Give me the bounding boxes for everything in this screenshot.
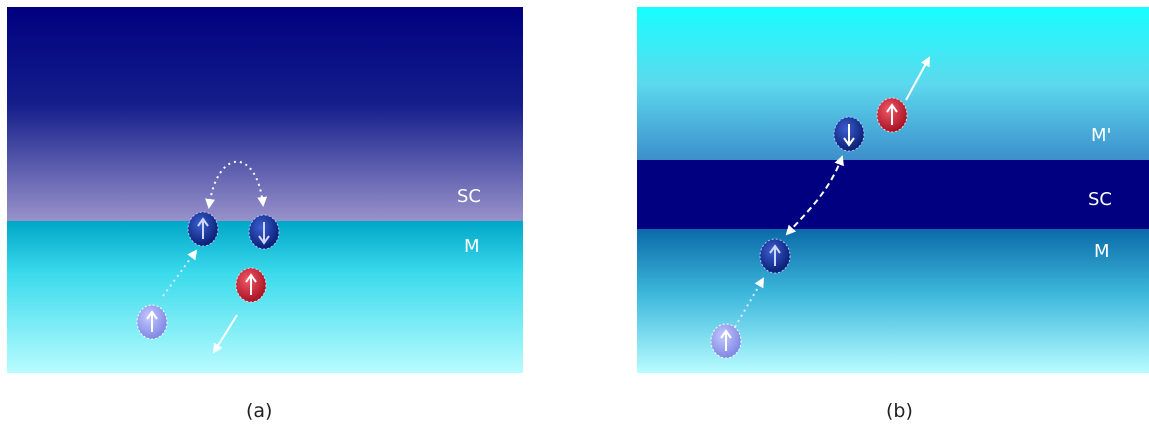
label-m-prime: M' [1091, 125, 1112, 146]
caption-a: (a) [246, 400, 273, 422]
reflected-hole-arrow [212, 314, 238, 354]
diagram-panel-b: M' SC M [637, 7, 1149, 373]
hole-red [235, 267, 267, 303]
electron-spin-up [759, 238, 791, 274]
caption-b: (b) [886, 400, 913, 422]
cooper-pair-arc [205, 160, 268, 209]
hole-red [876, 97, 908, 133]
ferromagnet-prime-region [637, 7, 1149, 160]
transmitted-hole-arrow [905, 56, 930, 101]
label-sc: SC [457, 186, 481, 207]
panel-b-graphic [637, 7, 1149, 373]
electron-spin-up [187, 211, 219, 247]
panel-a-graphic [7, 7, 523, 373]
sc-region [637, 160, 1149, 229]
sc-region [7, 7, 523, 223]
label-sc: SC [1088, 189, 1112, 210]
incident-electron-faded [136, 304, 168, 340]
label-m: M [464, 236, 480, 257]
electron-spin-down [248, 214, 280, 250]
label-m: M [1094, 241, 1110, 262]
ferromagnet-region [637, 229, 1149, 373]
crossed-andreev-arrow [785, 155, 844, 236]
diagram-panel-a: SC M [7, 7, 523, 373]
electron-spin-down [833, 116, 865, 152]
incident-electron-faded [710, 323, 742, 359]
